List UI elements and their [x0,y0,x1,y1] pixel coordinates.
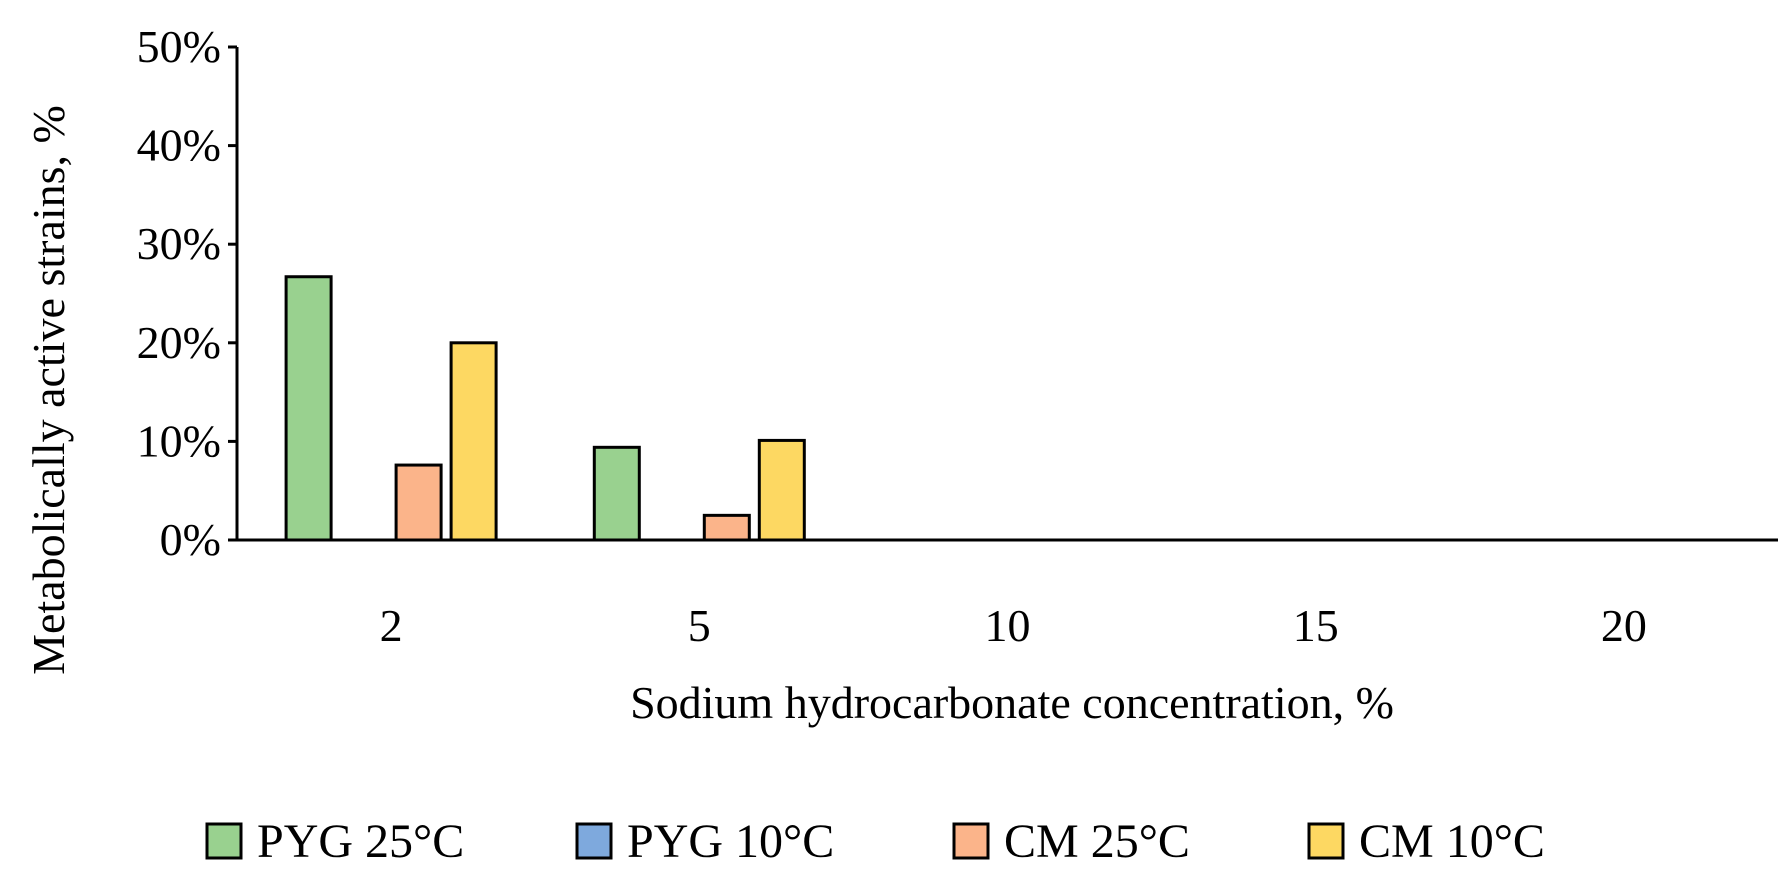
legend-label: CM 10°C [1359,815,1545,868]
legend: PYG 25°C PYG 10°C CM 25°C CM 10°C [205,815,1545,868]
axes [235,47,1778,542]
bar [592,445,641,542]
y-tick-label: 20% [137,317,221,368]
legend-swatch [1307,822,1345,860]
x-tick-label: 2 [380,600,403,651]
y-tick-label: 10% [137,415,221,466]
bar [702,513,751,542]
legend-item: CM 25°C [952,815,1190,868]
bar [394,463,443,542]
x-tick-label: 10 [985,600,1031,651]
y-tick-label: 30% [137,218,221,269]
bar [284,275,333,542]
bar [757,438,806,542]
legend-label: PYG 10°C [627,815,834,868]
y-axis-ticks: 0% 10% 20% 30% 40% 50% [137,21,237,565]
legend-swatch [205,822,243,860]
legend-item: CM 10°C [1307,815,1545,868]
legend-swatch [575,822,613,860]
y-tick-label: 50% [137,21,221,72]
legend-label: CM 25°C [1004,815,1190,868]
x-tick-label: 5 [688,600,711,651]
x-axis-title: Sodium hydrocarbonate concentration, % [630,677,1394,728]
legend-swatch [952,822,990,860]
y-tick-label: 0% [160,514,221,565]
legend-item: PYG 25°C [205,815,464,868]
legend-label: PYG 25°C [257,815,464,868]
x-tick-label: 15 [1293,600,1339,651]
y-tick-label: 40% [137,120,221,171]
bars [284,275,806,542]
x-axis-ticks: 2 5 10 15 20 [380,600,1647,651]
legend-item: PYG 10°C [575,815,834,868]
y-axis-title: Metabolically active strains, % [23,105,74,675]
bar [449,341,498,542]
x-tick-label: 20 [1601,600,1647,651]
